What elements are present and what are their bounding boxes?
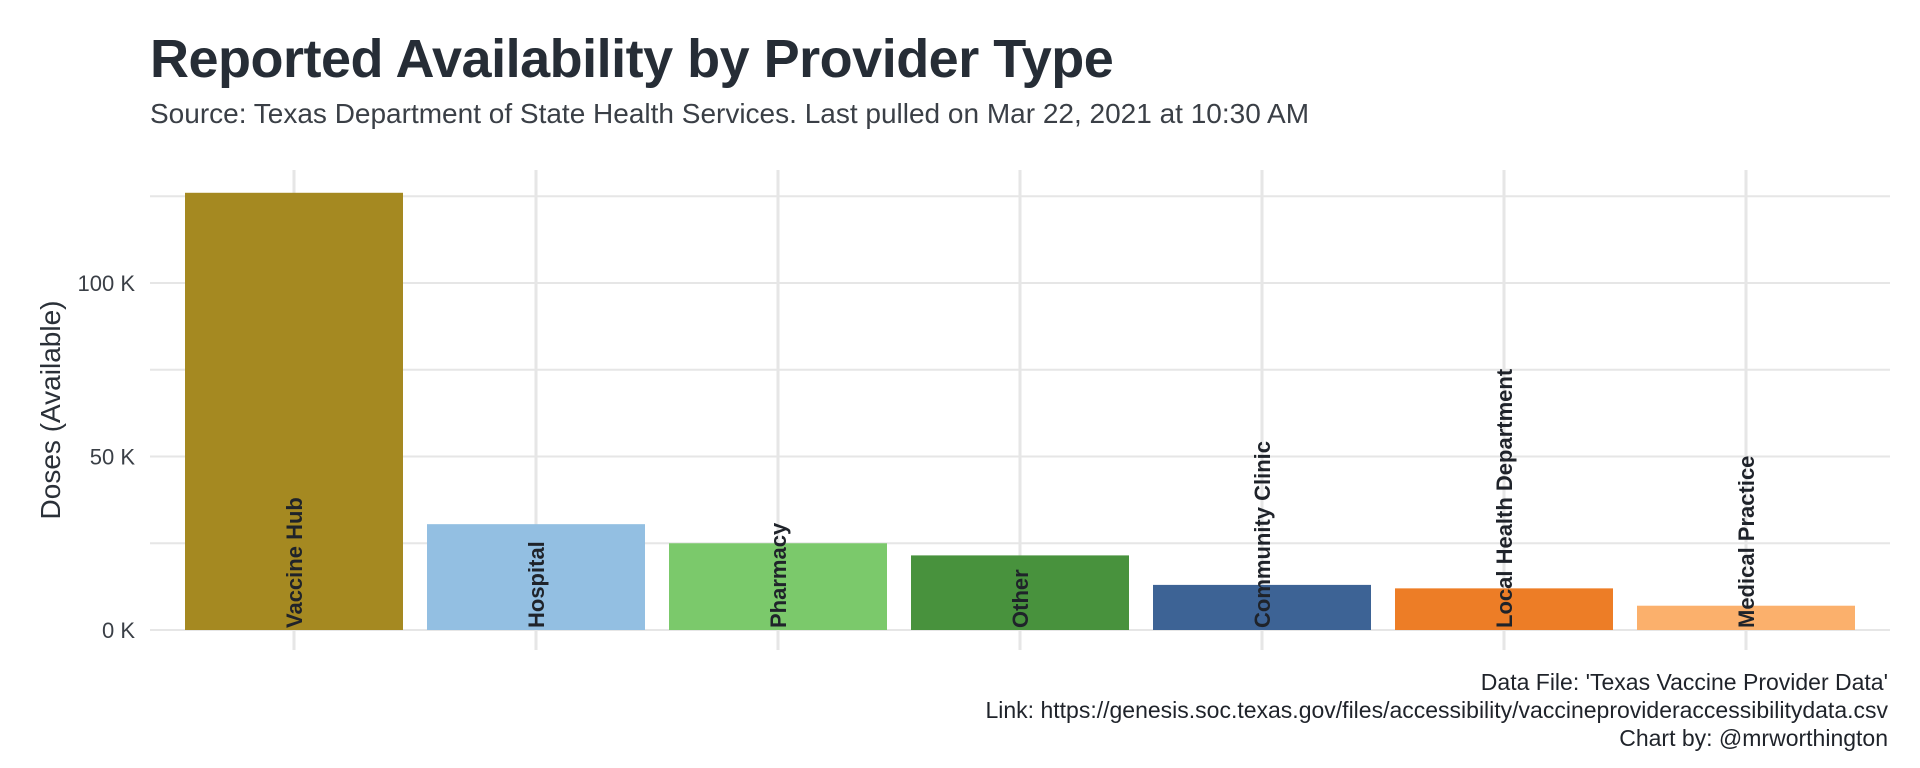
bar-other: [911, 555, 1129, 630]
bar-local-health-department: [1395, 588, 1613, 630]
bar-vaccine-hub: [185, 192, 403, 630]
bars: [185, 192, 1855, 630]
y-tick-label: 100 K: [78, 271, 136, 296]
y-tick-label: 50 K: [90, 445, 136, 470]
caption-data-file: Data File: 'Texas Vaccine Provider Data': [1480, 669, 1888, 695]
bar-label: Community Clinic: [1250, 441, 1275, 628]
bar-medical-practice: [1637, 605, 1855, 630]
y-tick-label: 0 K: [102, 618, 135, 643]
y-axis-label: Doses (Available): [35, 301, 66, 520]
bar-labels: Vaccine Hub Hospital Pharmacy Other Communit…: [282, 368, 1759, 628]
bar-label: Medical Practice: [1734, 456, 1759, 628]
bar-label: Pharmacy: [766, 522, 791, 628]
caption-link: Link: https://genesis.soc.texas.gov/file…: [985, 697, 1888, 723]
caption: Data File: 'Texas Vaccine Provider Data'…: [985, 668, 1888, 752]
bar-pharmacy: [669, 543, 887, 630]
bar-hospital: [427, 524, 645, 630]
chart-subtitle: Source: Texas Department of State Health…: [150, 98, 1310, 129]
bar-label: Vaccine Hub: [282, 497, 307, 628]
y-tick-labels: 0 K 50 K 100 K: [78, 271, 136, 643]
bar-label: Hospital: [524, 541, 549, 628]
bar-label: Other: [1008, 569, 1033, 628]
bar-label: Local Health Department: [1492, 368, 1517, 628]
bar-community-clinic: [1153, 584, 1371, 630]
chart-title: Reported Availability by Provider Type: [150, 29, 1114, 89]
caption-credit: Chart by: @mrworthington: [1619, 725, 1888, 751]
